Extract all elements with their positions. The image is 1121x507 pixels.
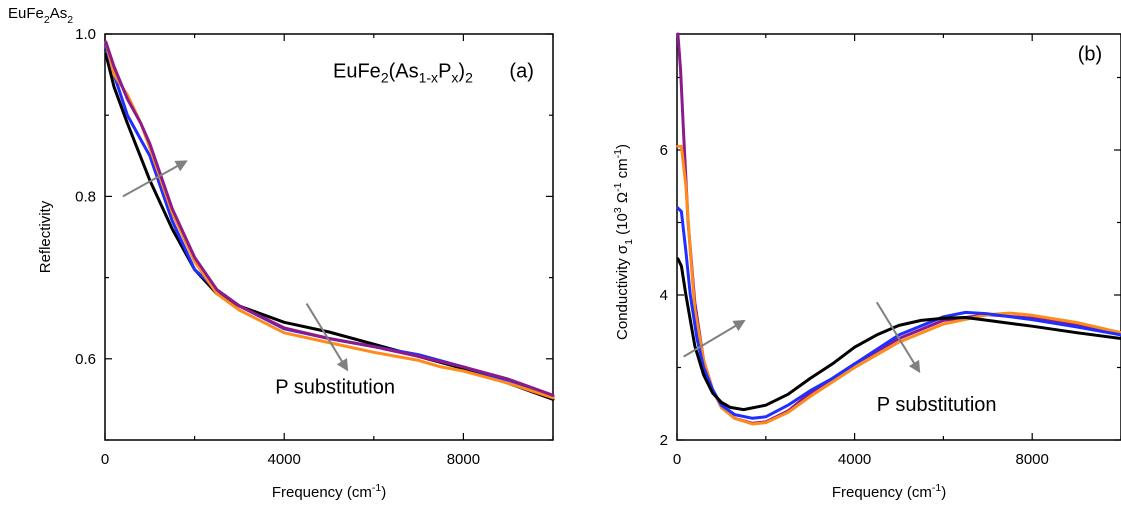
tick-marks-b: [676, 34, 1121, 441]
x-axis-title-b: Frequency (cm-1): [832, 482, 946, 501]
trend-arrow: [683, 319, 746, 358]
x-tick-label: 4000: [268, 451, 301, 468]
series-line-purple: [676, 32, 1121, 425]
panel-label-a: (a): [509, 61, 533, 83]
corner-label: EuFe2As2: [8, 5, 73, 26]
panel-a: 0 4000 8000 0.6 0.8 1.0 EuFe2(As1-xPx)2 (a) P…: [37, 26, 555, 501]
series-group-b: [676, 32, 1121, 426]
y-tick-label: 0.8: [75, 188, 96, 205]
series-line-blue: [676, 206, 1121, 420]
x-axis-title-a: Frequency (cm-1): [272, 482, 386, 501]
plot-frame-b: [676, 33, 1121, 441]
y-tick-label: 0.6: [75, 351, 96, 368]
tick-labels-b: 0 4000 8000 2 4 6: [660, 142, 1049, 468]
formula-label: EuFe2(As1-xPx)2: [333, 61, 473, 86]
arrow-group-a: [122, 160, 349, 372]
series-line-black: [676, 257, 1121, 412]
y-tick-label: 2: [660, 432, 668, 449]
annotation-b: P substitution: [877, 394, 997, 416]
panel-b: 0 4000 8000 2 4 6 (b) P substitution Frequenc…: [612, 32, 1121, 501]
series-line-purple: [104, 40, 555, 397]
tick-labels-a: 0 4000 8000 0.6 0.8 1.0: [75, 26, 480, 468]
panel-label-b: (b): [1078, 44, 1102, 66]
series-line-blue: [104, 44, 555, 399]
x-tick-label: 8000: [1016, 451, 1049, 468]
x-tick-label: 8000: [447, 451, 480, 468]
y-tick-label: 1.0: [75, 26, 96, 43]
plot-frame-a: [104, 33, 554, 441]
y-tick-label: 6: [660, 142, 668, 159]
trend-arrow: [305, 303, 349, 372]
x-tick-label: 0: [673, 451, 681, 468]
series-group-a: [104, 40, 555, 401]
series-line-orange: [676, 144, 1121, 426]
y-axis-title-b: Conductivity σ1 (103 Ω-1 cm-1): [612, 144, 635, 340]
y-tick-label: 4: [660, 287, 668, 304]
trend-arrow: [875, 301, 921, 374]
x-tick-label: 0: [101, 451, 109, 468]
trend-arrow: [122, 160, 188, 198]
arrow-group-b: [683, 301, 921, 374]
y-axis-title-a: Reflectivity: [37, 200, 54, 273]
tick-marks-a: [104, 33, 554, 441]
x-tick-label: 4000: [838, 451, 871, 468]
annotation-a: P substitution: [275, 377, 395, 399]
series-line-black: [104, 52, 555, 401]
